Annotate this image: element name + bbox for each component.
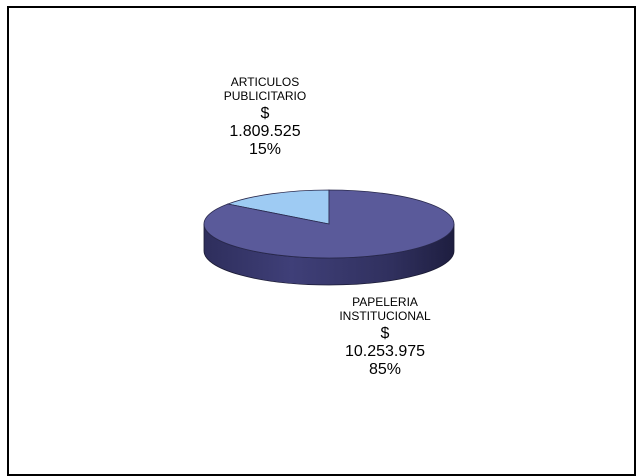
slice-label-articulos-publicitario: ARTICULOS PUBLICITARIO $ 1.809.525 15%	[200, 75, 330, 160]
slice-percent: 15%	[248, 141, 282, 159]
pie-slice-articulos-publicitario	[226, 189, 330, 225]
pie-slice-papeleria-institucional	[203, 189, 455, 259]
slice-name: ARTICULOS PUBLICITARIO	[223, 75, 307, 103]
slice-value: 10.253.975	[344, 342, 426, 360]
slice-percent: 85%	[368, 361, 402, 379]
slice-label-papeleria-institucional: PAPELERIA INSTITUCIONAL $ 10.253.975 85%	[320, 295, 450, 380]
pie-chart	[203, 189, 455, 286]
slice-name: PAPELERIA INSTITUCIONAL	[339, 295, 431, 323]
slice-value: 1.809.525	[229, 122, 301, 140]
slice-currency: $	[380, 324, 390, 342]
slice-currency: $	[260, 104, 270, 122]
